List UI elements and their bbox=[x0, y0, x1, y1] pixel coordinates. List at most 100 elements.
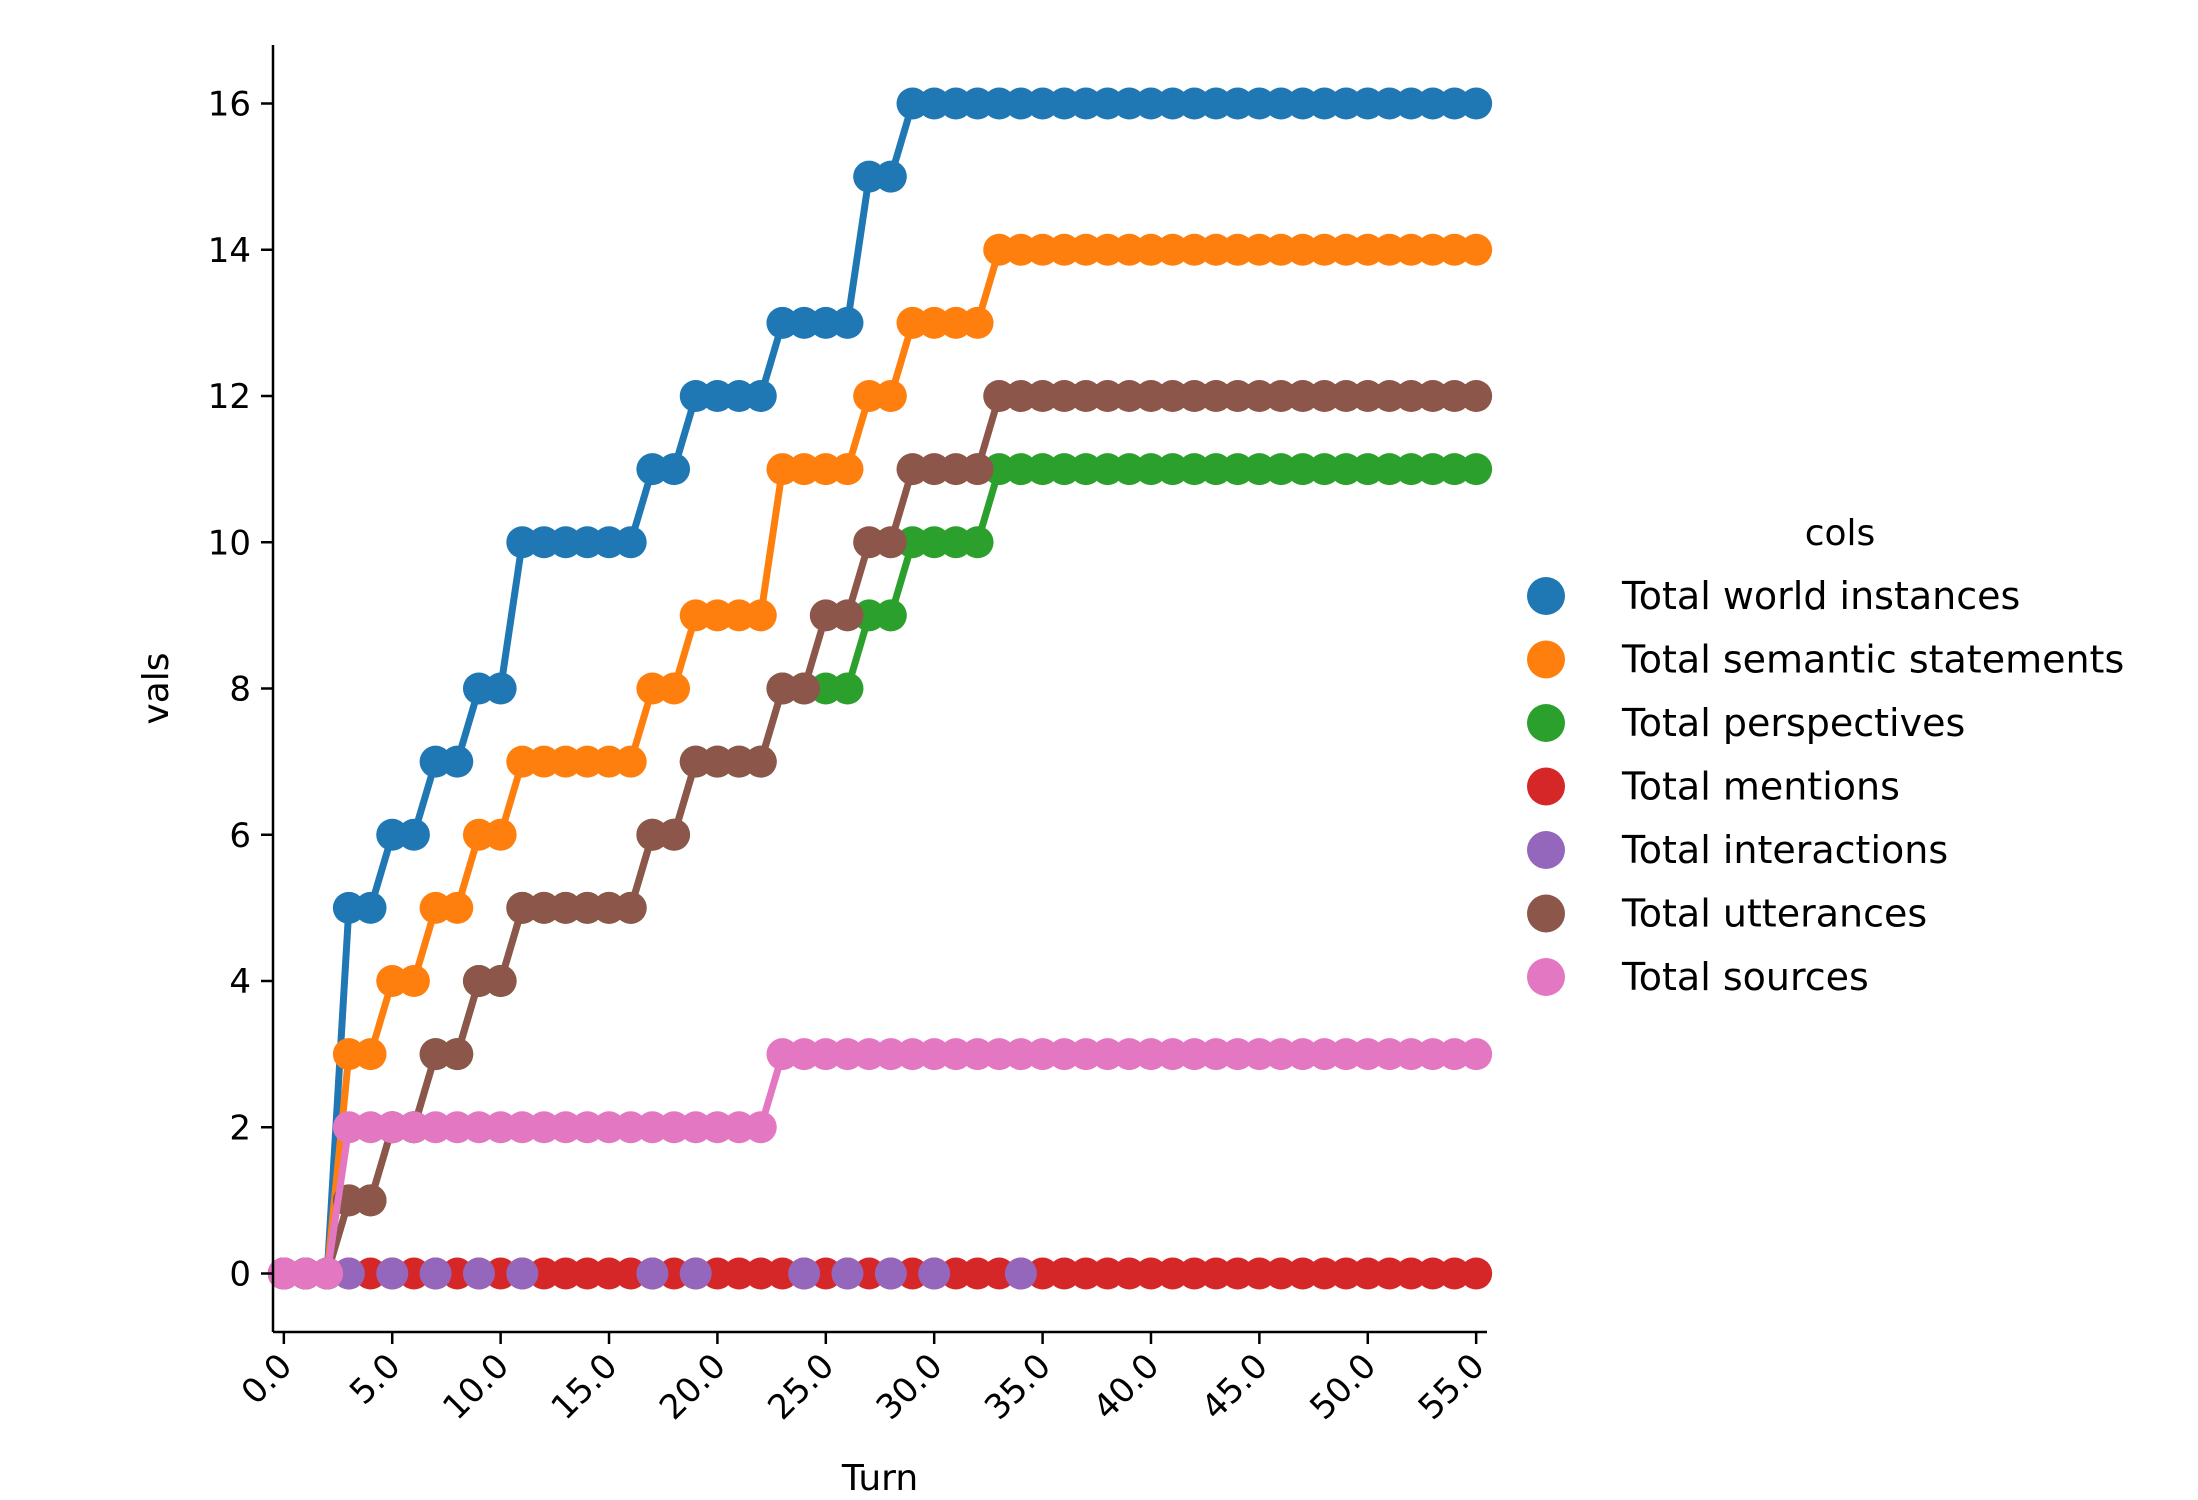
series-6 bbox=[267, 1038, 1493, 1290]
series-2 bbox=[267, 453, 1493, 1290]
legend-marker bbox=[1527, 704, 1565, 742]
data-point bbox=[484, 818, 517, 851]
data-point bbox=[744, 599, 777, 632]
data-point bbox=[961, 526, 994, 559]
data-point bbox=[831, 453, 864, 486]
legend-item-1: Total semantic statements bbox=[1527, 638, 2124, 682]
data-point bbox=[831, 306, 864, 339]
legend-label: Total perspectives bbox=[1621, 701, 1965, 745]
legend-item-0: Total world instances bbox=[1527, 574, 2020, 618]
series-0 bbox=[267, 87, 1493, 1290]
data-point bbox=[462, 1257, 495, 1290]
data-point bbox=[831, 1257, 864, 1290]
data-point bbox=[658, 672, 691, 705]
data-point bbox=[874, 380, 907, 412]
y-tick-label: 12 bbox=[208, 377, 251, 417]
legend-title: cols bbox=[1805, 513, 1876, 554]
data-point bbox=[1460, 1257, 1493, 1290]
data-point bbox=[441, 1038, 474, 1071]
series-line bbox=[280, 100, 1480, 1277]
data-point bbox=[1460, 233, 1493, 266]
legend-label: Total sources bbox=[1621, 955, 1869, 999]
data-point bbox=[397, 818, 430, 851]
data-point bbox=[961, 306, 994, 339]
data-point bbox=[354, 1184, 387, 1217]
data-point bbox=[614, 745, 647, 778]
data-point bbox=[441, 745, 474, 778]
x-tick-label: 20.0 bbox=[652, 1346, 734, 1428]
x-tick-label: 35.0 bbox=[977, 1346, 1059, 1428]
data-point bbox=[658, 818, 691, 851]
plot-area bbox=[267, 87, 1493, 1290]
y-tick-label: 16 bbox=[208, 85, 251, 125]
data-point bbox=[744, 380, 777, 412]
series-5 bbox=[267, 380, 1493, 1290]
data-point bbox=[1460, 380, 1493, 412]
y-tick-label: 14 bbox=[208, 231, 251, 271]
data-point bbox=[831, 599, 864, 632]
data-point bbox=[614, 891, 647, 924]
data-point bbox=[1460, 1038, 1493, 1071]
legend-item-4: Total interactions bbox=[1527, 828, 1948, 872]
series-line bbox=[280, 1050, 1480, 1277]
x-axis-title: Turn bbox=[841, 1458, 918, 1499]
legend-label: Total mentions bbox=[1621, 765, 1900, 809]
legend-marker bbox=[1527, 894, 1565, 933]
data-point bbox=[788, 1257, 821, 1290]
data-point bbox=[354, 891, 387, 924]
legend: cols Total world instances Total semantic… bbox=[1527, 513, 2124, 999]
y-tick-label: 10 bbox=[208, 523, 251, 563]
legend-marker bbox=[1527, 958, 1565, 996]
data-point bbox=[831, 672, 864, 705]
data-point bbox=[918, 1257, 951, 1290]
data-point bbox=[441, 891, 474, 924]
data-point bbox=[354, 1038, 387, 1071]
data-point bbox=[1004, 1257, 1037, 1290]
data-point bbox=[788, 672, 821, 705]
y-tick-label: 6 bbox=[229, 816, 251, 856]
data-point bbox=[874, 526, 907, 559]
data-point bbox=[679, 1257, 712, 1290]
data-point bbox=[636, 1257, 669, 1290]
legend-marker bbox=[1527, 640, 1565, 679]
x-tick-label: 25.0 bbox=[760, 1346, 842, 1428]
y-tick-label: 2 bbox=[229, 1108, 251, 1148]
x-tick-label: 10.0 bbox=[435, 1346, 517, 1428]
data-point bbox=[1460, 87, 1493, 120]
legend-marker bbox=[1527, 831, 1565, 869]
data-point bbox=[1460, 453, 1493, 486]
legend-label: Total world instances bbox=[1621, 574, 2020, 618]
x-tick-label: 40.0 bbox=[1086, 1346, 1168, 1428]
x-tick-label: 5.0 bbox=[342, 1346, 409, 1413]
x-tick-label: 0.0 bbox=[234, 1346, 301, 1413]
data-point bbox=[484, 672, 517, 705]
legend-marker bbox=[1527, 767, 1565, 806]
x-tick-label: 30.0 bbox=[869, 1346, 951, 1428]
legend-label: Total semantic statements bbox=[1621, 638, 2124, 682]
x-tick-label: 55.0 bbox=[1411, 1346, 1493, 1428]
series-line bbox=[280, 465, 1480, 1277]
data-point bbox=[376, 1257, 409, 1290]
legend-item-6: Total sources bbox=[1527, 955, 1869, 999]
x-tick-label: 50.0 bbox=[1302, 1346, 1384, 1428]
data-point bbox=[506, 1257, 539, 1290]
y-tick-label: 0 bbox=[229, 1255, 251, 1295]
series-1 bbox=[267, 233, 1493, 1290]
data-point bbox=[744, 745, 777, 778]
legend-item-2: Total perspectives bbox=[1527, 701, 1965, 745]
y-tick-label: 8 bbox=[229, 670, 251, 710]
data-point bbox=[397, 965, 430, 997]
y-axis-title: vals bbox=[136, 652, 177, 724]
data-point bbox=[614, 526, 647, 559]
data-point bbox=[744, 1111, 777, 1144]
legend-item-3: Total mentions bbox=[1527, 765, 1900, 809]
x-tick-label: 15.0 bbox=[544, 1346, 626, 1428]
data-point bbox=[311, 1257, 344, 1290]
data-point bbox=[419, 1257, 452, 1290]
data-point bbox=[658, 453, 691, 486]
legend-item-5: Total utterances bbox=[1527, 892, 1927, 936]
x-tick-label: 45.0 bbox=[1194, 1346, 1276, 1428]
data-point bbox=[961, 453, 994, 486]
